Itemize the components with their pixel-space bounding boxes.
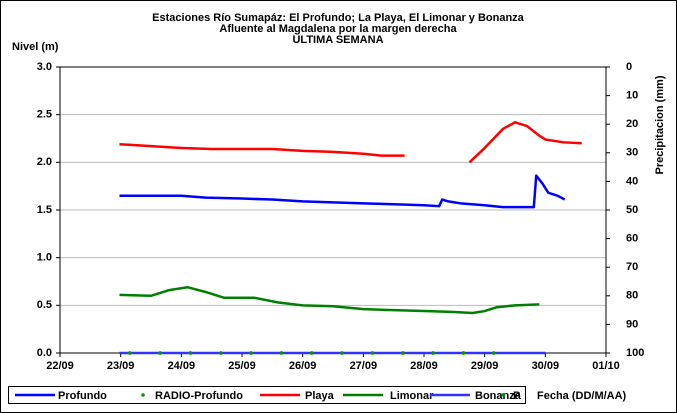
y-tick-label: 2.5 xyxy=(37,109,52,121)
y2-tick-label: 80 xyxy=(626,290,638,302)
legend-label: Bonanza xyxy=(475,390,522,402)
y2-tick-label: 0 xyxy=(626,61,632,73)
legend-label: RADIO-Profundo xyxy=(155,390,243,402)
data-dot xyxy=(370,351,375,355)
x-tick-label: 27/09 xyxy=(350,360,378,372)
y-tick-label: 1.5 xyxy=(37,204,52,216)
data-dot xyxy=(158,351,162,355)
y2-tick-label: 30 xyxy=(626,147,638,159)
x-tick-label: 24/09 xyxy=(168,360,196,372)
x-tick-label: 23/09 xyxy=(107,360,135,372)
y-tick-label: 3.0 xyxy=(37,61,52,73)
legend-label: Profundo xyxy=(58,390,107,402)
y-tick-label: 0.5 xyxy=(37,299,52,311)
legend-label: Playa xyxy=(305,390,335,402)
data-dot xyxy=(218,351,223,355)
data-dot xyxy=(400,351,405,355)
legend-swatch xyxy=(501,393,505,397)
data-dot xyxy=(431,351,435,355)
y-axis-label: Nivel (m) xyxy=(12,41,59,53)
y2-tick-label: 60 xyxy=(626,233,638,245)
y2-tick-label: 20 xyxy=(626,118,638,130)
data-dot xyxy=(309,351,314,355)
y2-tick-label: 90 xyxy=(626,318,638,330)
data-dot xyxy=(249,351,253,355)
data-dot xyxy=(340,351,344,355)
y2-tick-label: 50 xyxy=(626,204,638,216)
data-line xyxy=(119,174,566,209)
chart-subtitle: Afluente al Magdalena por la margen dere… xyxy=(219,23,457,35)
data-dot xyxy=(279,351,284,355)
y2-tick-label: 70 xyxy=(626,261,638,273)
y2-tick-label: 40 xyxy=(626,175,638,187)
x-tick-label: 01/10 xyxy=(592,360,620,372)
chart-title: Estaciones Río Sumapáz: El Profundo; La … xyxy=(152,12,525,24)
x-tick-label: 28/09 xyxy=(410,360,438,372)
y2-axis-label: Precipitacion (mm) xyxy=(654,75,666,174)
chart-subtitle: ULTIMA SEMANA xyxy=(292,34,383,46)
legend-swatch xyxy=(141,393,145,397)
y2-tick-label: 100 xyxy=(626,347,644,359)
data-dot xyxy=(127,351,132,355)
y-tick-label: 0.0 xyxy=(37,347,52,359)
legend-label: P xyxy=(513,390,520,402)
x-axis-label: Fecha (DD/M/AA) xyxy=(537,390,627,402)
x-tick-label: 25/09 xyxy=(228,360,256,372)
data-line xyxy=(119,285,540,315)
x-tick-label: 30/09 xyxy=(532,360,560,372)
x-tick-label: 22/09 xyxy=(46,360,74,372)
x-tick-label: 29/09 xyxy=(471,360,499,372)
data-line xyxy=(119,142,405,157)
y2-tick-label: 10 xyxy=(626,90,638,102)
data-dot xyxy=(461,351,466,355)
data-line xyxy=(468,121,582,164)
y-tick-label: 1.0 xyxy=(37,252,52,264)
legend-label: Limonar xyxy=(390,390,434,402)
data-dot xyxy=(491,351,496,355)
x-tick-label: 26/09 xyxy=(289,360,317,372)
y-tick-label: 2.0 xyxy=(37,156,52,168)
data-dot xyxy=(188,351,193,355)
